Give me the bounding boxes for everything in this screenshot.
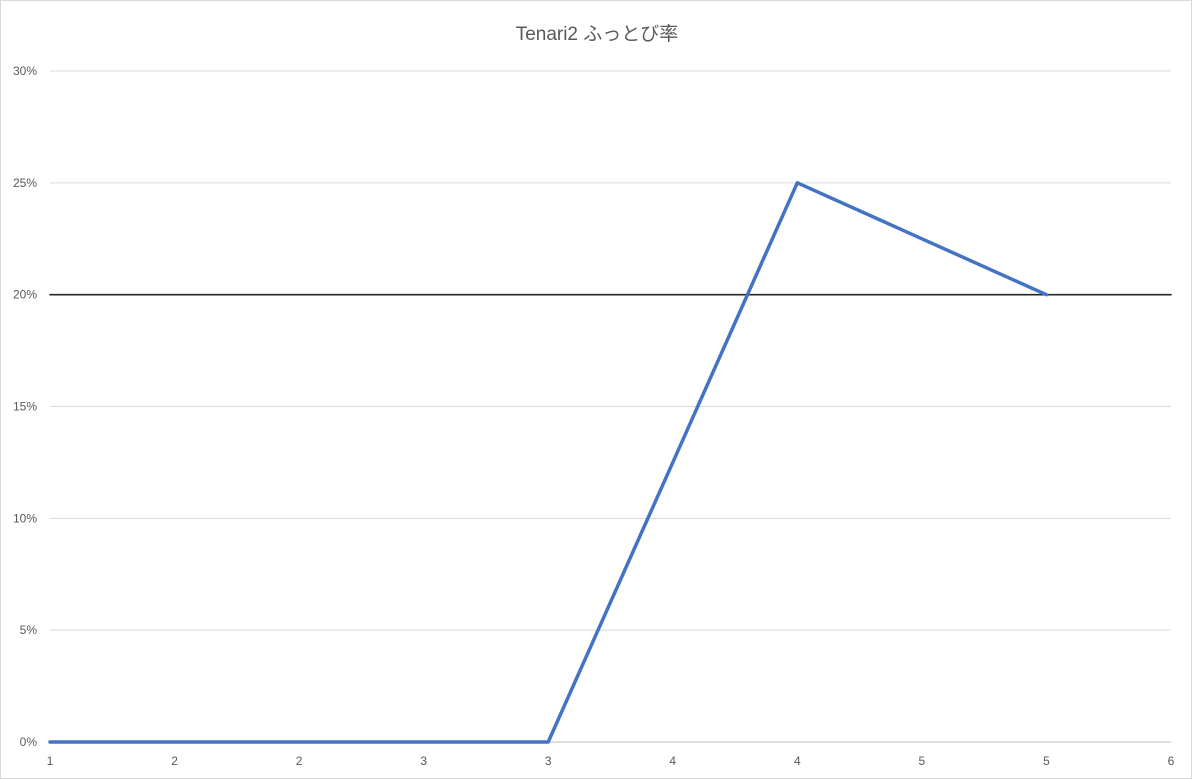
- y-tick-label: 25%: [13, 176, 37, 190]
- y-tick-label: 5%: [20, 623, 38, 637]
- x-tick-label: 6: [1168, 754, 1175, 768]
- x-tick-label: 3: [420, 754, 427, 768]
- x-tick-label: 3: [545, 754, 552, 768]
- x-axis-labels: 1 2 2 3 3 4 4 5 5 6: [47, 754, 1175, 768]
- y-tick-label: 10%: [13, 511, 37, 525]
- y-tick-label: 30%: [13, 64, 37, 78]
- gridlines: [50, 70, 1171, 743]
- x-tick-label: 4: [794, 754, 801, 768]
- y-tick-label: 0%: [20, 735, 38, 749]
- x-tick-label: 5: [1043, 754, 1050, 768]
- chart-title: Tenari2 ふっとび率: [516, 23, 679, 45]
- x-tick-label: 2: [296, 754, 303, 768]
- x-tick-label: 1: [47, 754, 54, 768]
- x-tick-label: 2: [171, 754, 178, 768]
- y-tick-label: 15%: [13, 400, 37, 414]
- x-tick-label: 4: [669, 754, 676, 768]
- y-axis-labels: 0% 5% 10% 15% 20% 25% 30%: [13, 64, 37, 749]
- series-1-line: [48, 181, 1049, 744]
- x-tick-label: 5: [919, 754, 926, 768]
- series-lines: [48, 181, 1172, 744]
- y-tick-label: 20%: [13, 288, 37, 302]
